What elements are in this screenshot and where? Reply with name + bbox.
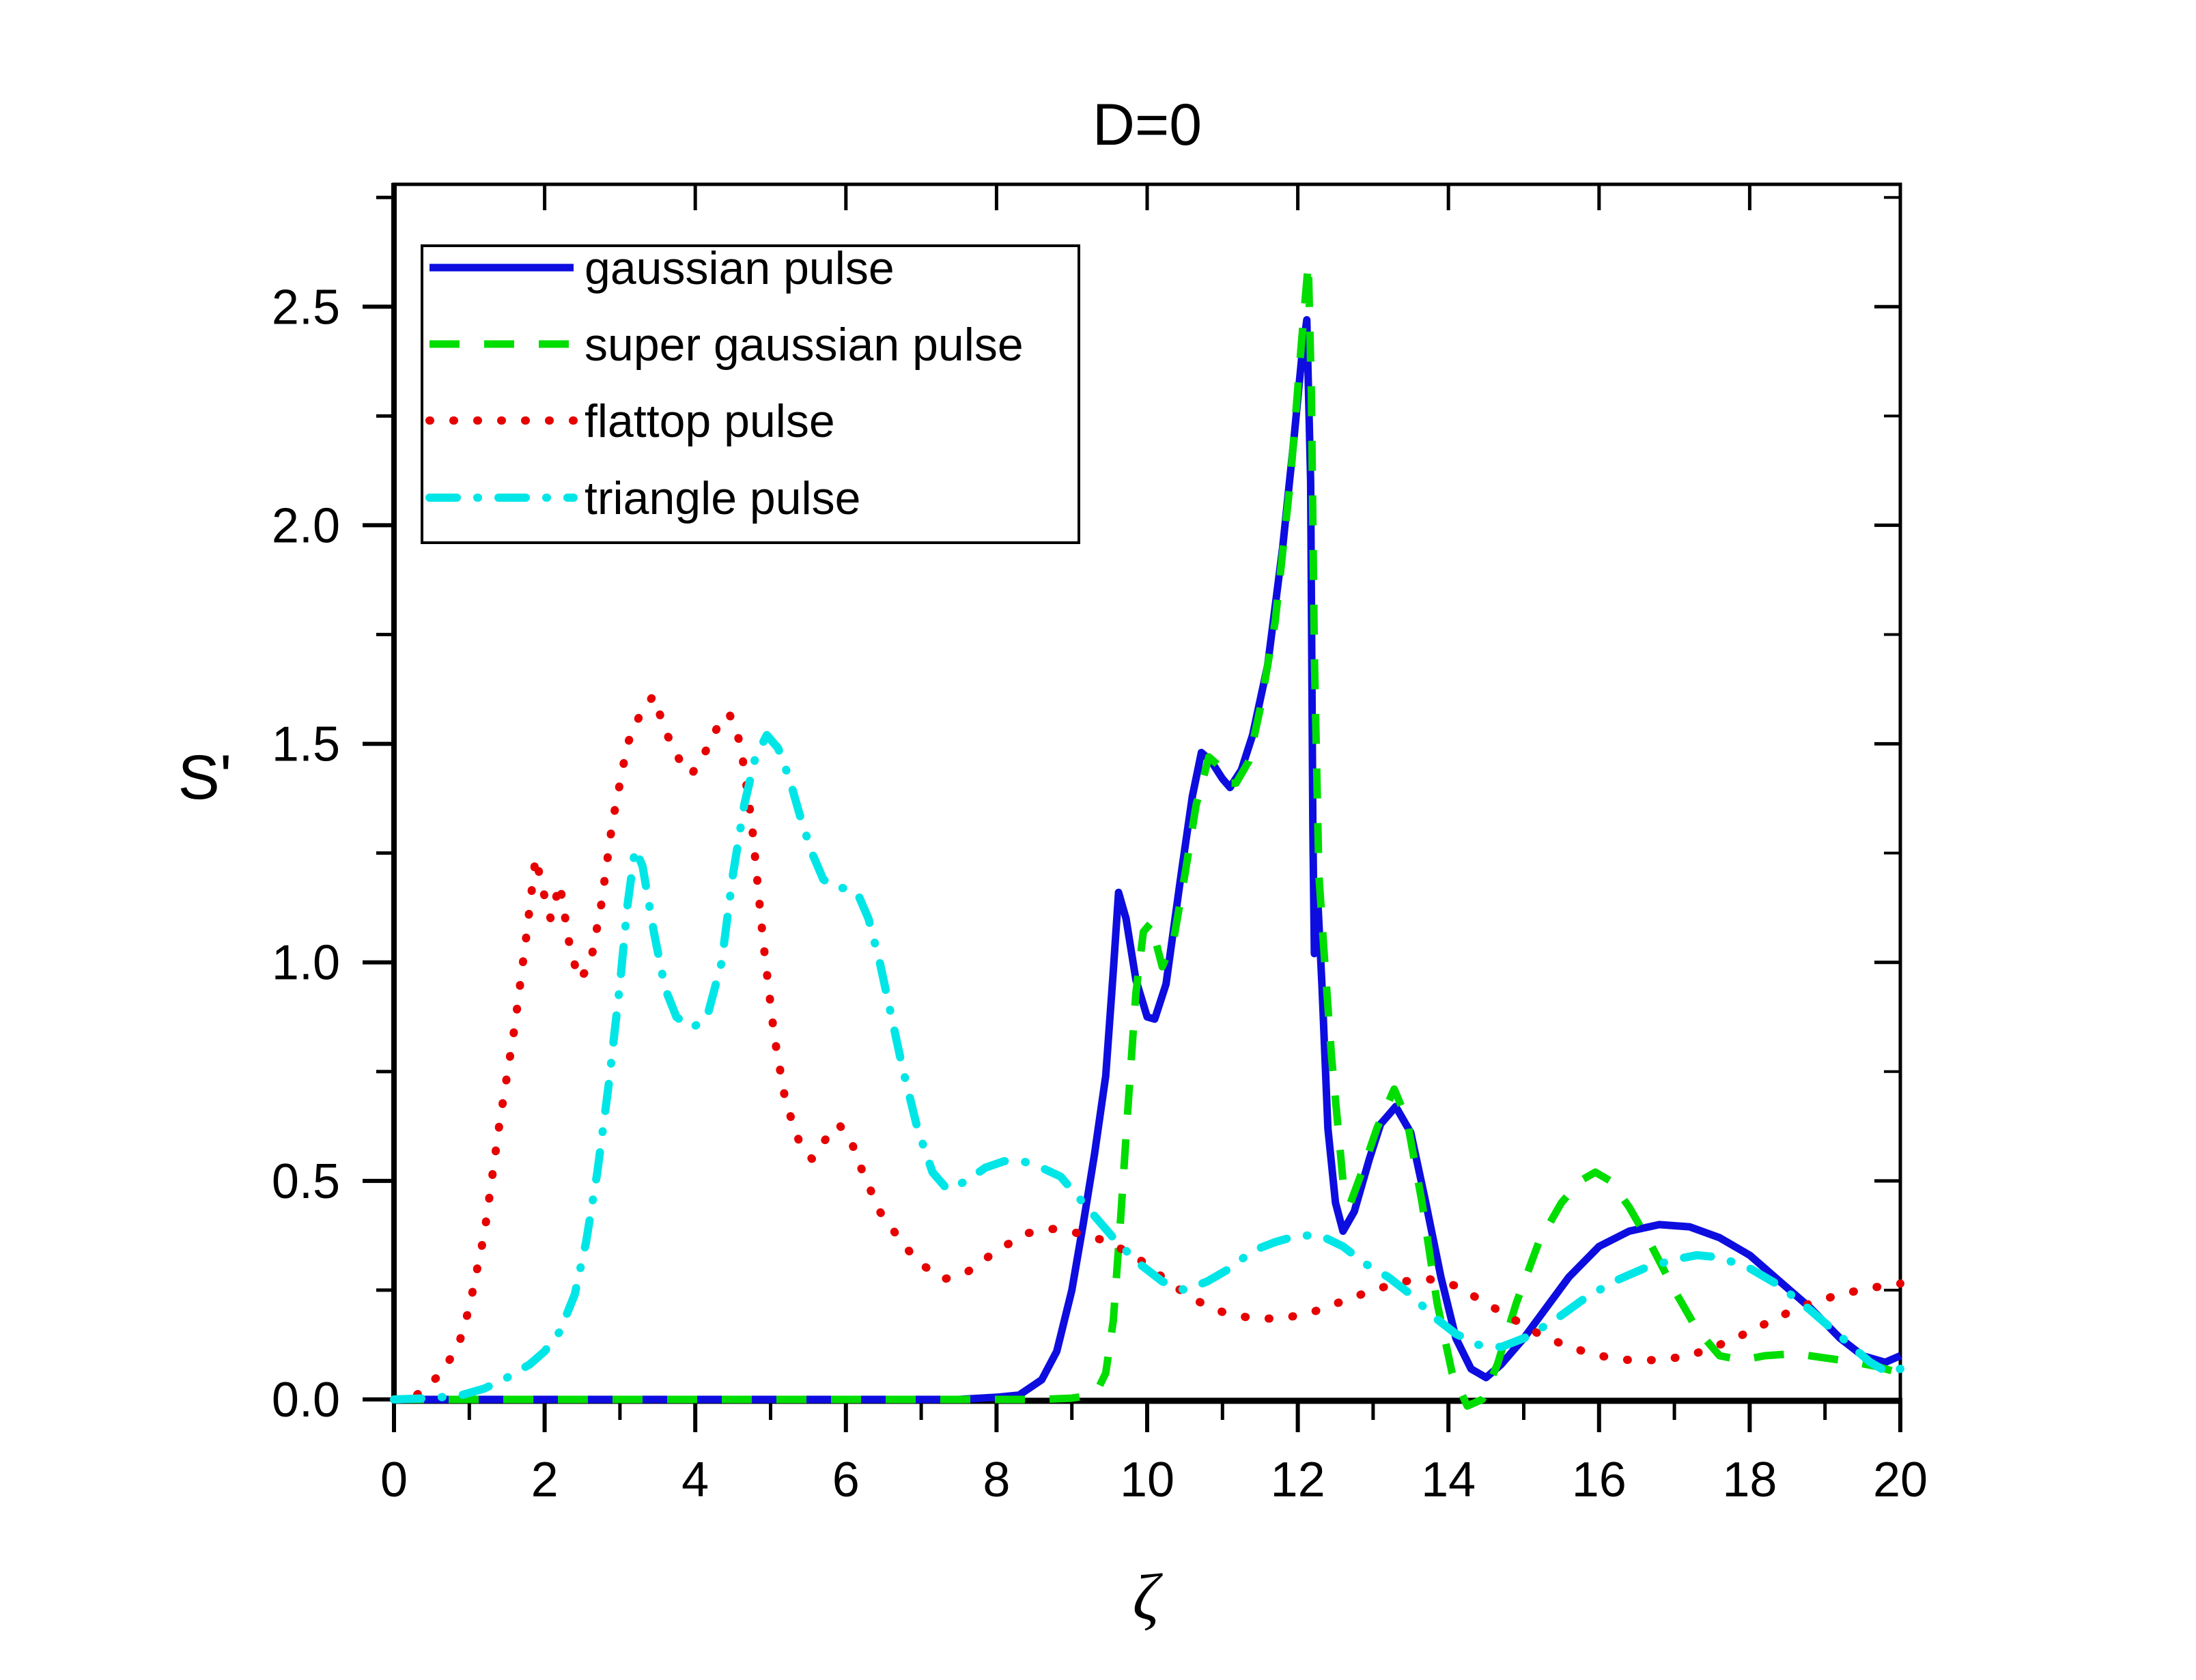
- x-tick-label: 16: [1572, 1453, 1627, 1507]
- legend-item-label: gaussian pulse: [585, 242, 895, 294]
- x-tick-label: 2: [531, 1453, 559, 1507]
- curve-flattop-pulse: [390, 692, 1904, 1404]
- y-tick-label: 2.5: [272, 280, 340, 334]
- y-tick-label: 2.0: [272, 498, 340, 553]
- legend-item-label: triangle pulse: [585, 472, 860, 524]
- curves: [390, 259, 1904, 1410]
- x-tick-label: 0: [380, 1453, 408, 1507]
- x-tick-label: 18: [1722, 1453, 1777, 1507]
- legend-item-label: flattop pulse: [585, 395, 835, 447]
- y-axis-ticks: [363, 195, 1900, 1401]
- y-tick-label: 1.5: [272, 717, 340, 772]
- x-tick-label: 6: [832, 1453, 860, 1507]
- y-tick-labels: 0.0 0.5 1.0 1.5 2.0 2.5: [272, 280, 340, 1427]
- legend-items: gaussian pulse super gaussian pulse flatto…: [425, 242, 1024, 524]
- legend: gaussian pulse super gaussian pulse flatto…: [421, 242, 1080, 544]
- chart-title: D=0: [1093, 92, 1202, 158]
- curve-triangle-pulse: [390, 730, 1904, 1404]
- x-axis-label: ζ: [1133, 1561, 1164, 1634]
- curve-gaussian-pulse: [394, 316, 1902, 1404]
- curve-super-gaussian-pulse: [394, 259, 1902, 1410]
- y-tick-label: 1.0: [272, 936, 340, 991]
- y-tick-label: 0.0: [272, 1373, 340, 1427]
- x-tick-label: 8: [983, 1453, 1010, 1507]
- y-tick-label: 0.5: [272, 1154, 340, 1209]
- x-tick-label: 12: [1271, 1453, 1325, 1507]
- x-tick-labels: 0 2 4 6 8 10 12 14 16 18 20: [380, 1453, 1928, 1507]
- x-tick-label: 4: [681, 1453, 709, 1507]
- x-tick-label: 10: [1120, 1453, 1174, 1507]
- x-tick-label: 14: [1421, 1453, 1476, 1507]
- legend-box: [421, 244, 1080, 544]
- x-tick-label: 20: [1873, 1453, 1928, 1507]
- y-axis-label: S': [178, 743, 232, 812]
- legend-item-label: super gaussian pulse: [585, 319, 1024, 371]
